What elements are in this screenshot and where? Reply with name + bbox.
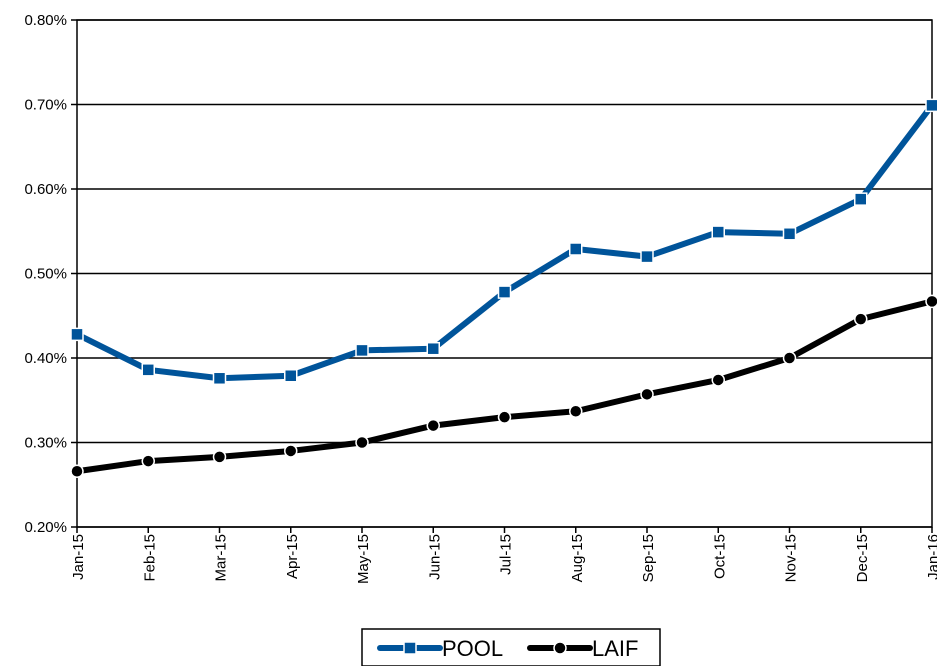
data-point-pool [569,242,583,256]
gridlines [77,19,932,528]
x-tick-label: Jan-15 [70,534,87,580]
data-point-pool [640,249,654,264]
data-point-laif [925,294,937,309]
data-point-laif [497,410,512,424]
data-point-laif [426,418,440,433]
data-point-pool [854,192,868,206]
data-point-pool [355,343,369,358]
data-point-pool [782,227,797,241]
x-tick-label: Jan-16 [925,534,937,580]
series-markers [70,98,937,478]
y-tick-label: 0.70% [24,97,67,114]
data-point-pool [212,371,227,386]
data-point-pool [284,368,298,383]
data-point-pool [925,98,937,113]
data-point-laif [355,435,369,450]
y-tick-label: 0.60% [24,181,67,198]
x-tick-label: Feb-15 [141,534,158,582]
data-point-laif [782,351,797,365]
data-point-pool [426,341,440,356]
data-point-pool [711,225,725,239]
x-tick-label: Mar-15 [213,534,230,582]
legend-swatch-marker [553,641,567,655]
x-tick-label: Jun-15 [426,534,443,580]
y-tick-label: 0.50% [24,266,67,283]
data-point-laif [711,373,725,387]
legend-label: LAIF [592,636,638,661]
series-line-pool [74,102,935,382]
series-line-laif [74,298,935,475]
x-tick-label: Oct-15 [711,534,728,579]
x-tick-label: Jul-15 [498,534,515,575]
data-point-laif [640,387,654,402]
legend: POOL LAIF [361,628,661,666]
y-tick-label: 0.30% [24,435,67,452]
y-axis: 0.20% 0.30% 0.40% 0.50% 0.60% 0.70% 0.80% [24,12,77,536]
y-tick-label: 0.40% [24,350,67,367]
x-tick-label: Aug-15 [569,534,586,582]
data-point-laif [569,404,583,418]
data-point-laif [141,454,155,468]
data-point-laif [212,450,227,464]
x-tick-label: Apr-15 [284,534,301,579]
data-point-pool [141,363,155,377]
data-point-laif [284,444,298,458]
data-point-pool [70,327,84,342]
x-tick-label: Sep-15 [640,534,657,582]
x-tick-label: Nov-15 [783,534,800,582]
data-point-laif [70,464,84,478]
x-tick-label: Dec-15 [854,534,871,582]
data-point-laif [854,312,868,326]
legend-swatch-marker [403,641,417,655]
legend-label: POOL [442,636,503,661]
y-tick-label: 0.80% [24,12,67,29]
data-point-pool [497,285,512,299]
x-tick-label: May-15 [355,534,372,584]
y-tick-label: 0.20% [24,519,67,536]
x-axis: Jan-15 Feb-15 Mar-15 Apr-15 May-15 Jun-15 Jul-… [70,527,937,584]
